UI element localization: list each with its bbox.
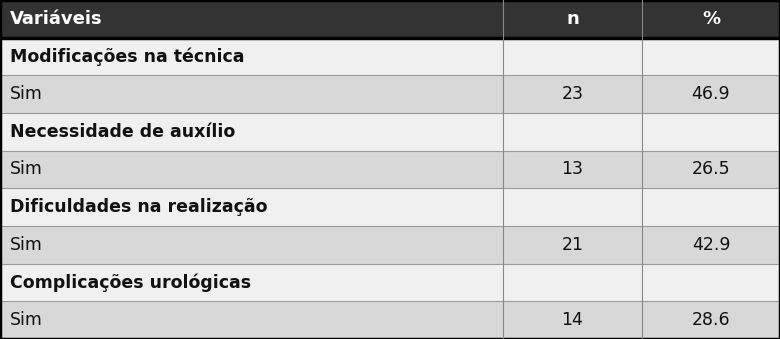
Text: Dificuldades na realização: Dificuldades na realização (10, 198, 268, 216)
Text: Sim: Sim (10, 160, 43, 179)
Text: Complicações urológicas: Complicações urológicas (10, 273, 251, 292)
Bar (0, 226, 780, 264)
Text: 13: 13 (562, 160, 583, 179)
Text: 14: 14 (562, 311, 583, 329)
Bar (0, 151, 780, 188)
Text: %: % (702, 10, 720, 28)
Text: Modificações na técnica: Modificações na técnica (10, 47, 245, 66)
Bar (0, 38, 780, 75)
Text: 46.9: 46.9 (692, 85, 730, 103)
Text: Sim: Sim (10, 311, 43, 329)
Bar (0, 0, 780, 38)
Text: n: n (566, 10, 579, 28)
Text: Variáveis: Variáveis (10, 10, 103, 28)
Bar (0, 75, 780, 113)
Text: 42.9: 42.9 (692, 236, 730, 254)
Bar (0, 188, 780, 226)
Text: 26.5: 26.5 (692, 160, 730, 179)
Text: 23: 23 (562, 85, 583, 103)
Text: 21: 21 (562, 236, 583, 254)
Bar (0, 264, 780, 301)
Bar (0, 113, 780, 151)
Text: Sim: Sim (10, 85, 43, 103)
Text: 28.6: 28.6 (692, 311, 730, 329)
Text: Necessidade de auxílio: Necessidade de auxílio (10, 123, 236, 141)
Bar (0, 301, 780, 339)
Text: Sim: Sim (10, 236, 43, 254)
